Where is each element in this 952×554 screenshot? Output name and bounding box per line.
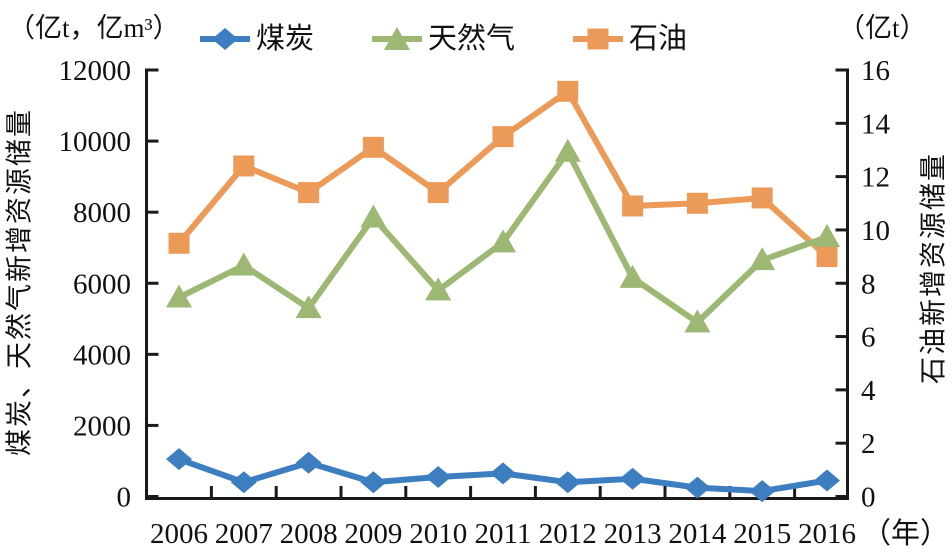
series-marker-天然气 (554, 138, 581, 162)
x-axis-tick-label: 2008 (280, 518, 338, 550)
right-axis-unit: （亿t） (838, 13, 927, 43)
x-axis-tick-label: 2014 (668, 518, 727, 550)
x-axis-tick-label: 2012 (539, 518, 597, 550)
left-axis-unit: （亿t，亿m³） (8, 13, 180, 43)
left-axis-tick-label: 2000 (73, 410, 131, 442)
right-axis-tick-label: 2 (861, 428, 876, 460)
x-axis-tick-label: 2010 (409, 518, 467, 550)
series-marker-石油 (557, 80, 579, 102)
left-axis-tick-label: 0 (117, 482, 132, 514)
x-axis-tick-label: 2016 (798, 518, 856, 550)
left-axis-tick-label: 12000 (59, 55, 132, 87)
series-marker-石油 (168, 232, 190, 254)
series-marker-石油 (686, 192, 708, 214)
series-marker-石油 (427, 182, 449, 204)
series-marker-煤炭 (490, 462, 516, 485)
series-marker-煤炭 (230, 471, 257, 494)
left-axis-tick-label: 4000 (73, 339, 131, 371)
series-marker-天然气 (425, 277, 452, 301)
legend-item-天然气: 天然气 (372, 24, 515, 54)
x-axis-tick-label: 2015 (733, 518, 791, 550)
series-marker-石油 (622, 195, 644, 217)
series-marker-煤炭 (425, 465, 452, 488)
series-marker-煤炭 (166, 448, 192, 471)
right-axis-tick-label: 6 (861, 322, 876, 354)
series-marker-石油 (362, 136, 384, 158)
legend-item-石油: 石油 (573, 24, 687, 54)
diamond-legend-icon (200, 28, 250, 50)
right-axis-tick-label: 14 (861, 108, 891, 140)
series-marker-天然气 (684, 309, 711, 333)
series-marker-天然气 (295, 295, 322, 319)
right-axis-tick-label: 0 (861, 482, 876, 514)
square-legend-icon (573, 28, 624, 50)
series-marker-煤炭 (554, 471, 581, 494)
series-marker-煤炭 (814, 469, 840, 492)
x-axis-tick-label: 2006 (150, 518, 208, 550)
legend-item-煤炭: 煤炭 (200, 24, 314, 54)
right-axis-tick-label: 8 (861, 268, 876, 300)
x-axis-tick-label: 2009 (344, 518, 402, 550)
triangle-legend-icon (372, 27, 423, 50)
series-marker-天然气 (619, 264, 646, 288)
series-marker-天然气 (230, 252, 257, 276)
legend: 煤炭 天然气 石油 (200, 24, 687, 54)
left-axis-title: 煤炭、天然气新增资源储量 (4, 108, 35, 456)
series-marker-石油 (233, 155, 255, 177)
series-marker-煤炭 (295, 451, 322, 474)
series-marker-煤炭 (619, 467, 646, 490)
left-axis-tick-label: 8000 (73, 197, 131, 229)
series-marker-煤炭 (749, 480, 776, 503)
series-marker-天然气 (749, 247, 776, 271)
series-marker-天然气 (490, 229, 516, 253)
right-axis-title: 石油新增资源储量 (918, 152, 949, 384)
series-marker-天然气 (814, 224, 840, 248)
x-axis-tick-label: 2011 (475, 518, 532, 550)
right-axis-tick-label: 16 (861, 55, 890, 87)
series-marker-天然气 (166, 284, 192, 308)
series-marker-石油 (492, 126, 514, 148)
series-marker-石油 (751, 187, 773, 209)
series-marker-石油 (816, 246, 838, 268)
left-axis-tick-label: 6000 (73, 268, 131, 300)
right-axis-tick-label: 10 (861, 215, 890, 247)
legend-label: 天然气 (428, 22, 516, 55)
legend-label: 石油 (629, 22, 688, 55)
x-axis-unit-label: （年） (862, 517, 949, 550)
x-axis-tick-label: 2013 (604, 518, 662, 550)
series-marker-天然气 (360, 204, 387, 228)
legend-label: 煤炭 (256, 22, 315, 55)
right-axis-tick-label: 12 (861, 162, 890, 194)
left-axis-tick-label: 10000 (59, 126, 132, 158)
x-axis-tick-label: 2007 (215, 518, 273, 550)
right-axis-tick-label: 4 (861, 375, 876, 407)
series-marker-煤炭 (360, 471, 387, 494)
series-marker-煤炭 (684, 476, 711, 499)
series-marker-石油 (298, 182, 320, 204)
